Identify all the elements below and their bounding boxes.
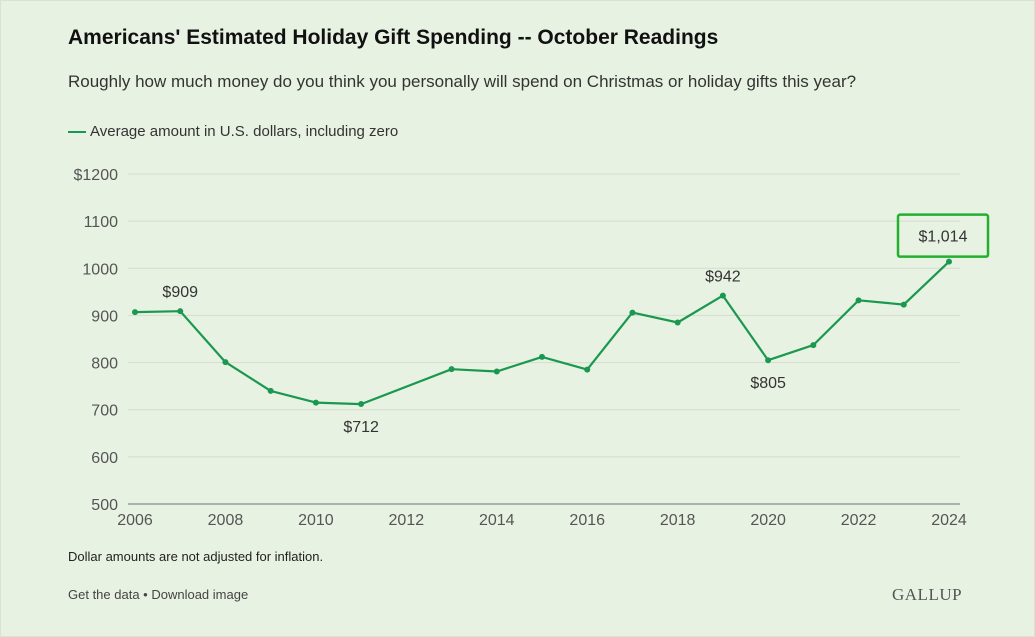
y-tick-label: $1200: [74, 167, 119, 184]
x-tick-label: 2006: [117, 512, 153, 529]
download-image-link[interactable]: Download image: [151, 587, 249, 602]
grid-lines: [128, 173, 960, 505]
data-point: [719, 292, 726, 299]
data-point: [539, 353, 545, 360]
link-separator: •: [139, 587, 152, 602]
data-label: $942: [705, 269, 741, 286]
data-point: [855, 297, 862, 304]
annotations-layer: $909 $712 $942 $805 $1,014: [162, 213, 990, 436]
x-tick-label: 2008: [208, 512, 244, 529]
y-axis-ticks: 500 600 700 800 900 1000 1100 $1200: [74, 167, 119, 514]
x-tick-label: 2012: [389, 512, 425, 529]
y-tick-label: 500: [91, 497, 118, 514]
data-point: [222, 359, 229, 366]
series-line: [134, 260, 950, 406]
data-point: [584, 366, 591, 373]
data-label: $805: [750, 375, 786, 392]
x-tick-label: 2014: [479, 512, 515, 529]
x-tick-label: 2020: [750, 512, 786, 529]
data-point: [358, 401, 365, 408]
y-tick-label: 1000: [82, 261, 118, 278]
y-tick-label: 900: [91, 308, 118, 325]
y-tick-label: 800: [91, 356, 118, 373]
data-label: $909: [162, 284, 198, 301]
data-label: $1,014: [919, 229, 968, 246]
data-point: [946, 258, 952, 265]
data-point: [448, 366, 455, 373]
data-point: [267, 387, 274, 394]
legend-label: Average amount in U.S. dollars, includin…: [90, 123, 399, 140]
footer-links: Get the data • Download image: [68, 587, 248, 602]
x-tick-label: 2022: [841, 512, 877, 529]
x-tick-label: 2018: [660, 512, 696, 529]
data-label: $712: [343, 419, 379, 436]
series-layer: [132, 258, 952, 408]
gallup-logo: GALLUP: [892, 585, 963, 604]
data-point: [312, 399, 319, 406]
inflation-note: Dollar amounts are not adjusted for infl…: [68, 549, 324, 564]
x-tick-label: 2024: [931, 512, 967, 529]
chart-subtitle: Roughly how much money do you think you …: [68, 72, 857, 91]
x-tick-label: 2016: [569, 512, 605, 529]
y-tick-label: 700: [91, 403, 118, 420]
data-point: [177, 308, 184, 315]
data-point: [674, 319, 681, 326]
x-tick-label: 2010: [298, 512, 334, 529]
data-point: [629, 309, 636, 316]
y-tick-label: 600: [91, 450, 118, 467]
data-point: [900, 301, 907, 308]
data-point: [132, 309, 138, 316]
data-point: [765, 357, 772, 364]
chart-title: Americans' Estimated Holiday Gift Spendi…: [68, 26, 719, 49]
data-point: [810, 342, 817, 349]
legend-line-swatch: [68, 130, 86, 133]
get-data-link[interactable]: Get the data: [68, 587, 140, 602]
x-axis-ticks: 2006 2008 2010 2012 2014 2016 2018 2020 2022 2024: [117, 512, 967, 529]
y-tick-label: 1100: [84, 214, 119, 231]
data-point: [493, 368, 500, 375]
highlight-box: [896, 213, 990, 258]
legend: Average amount in U.S. dollars, includin…: [68, 123, 398, 140]
